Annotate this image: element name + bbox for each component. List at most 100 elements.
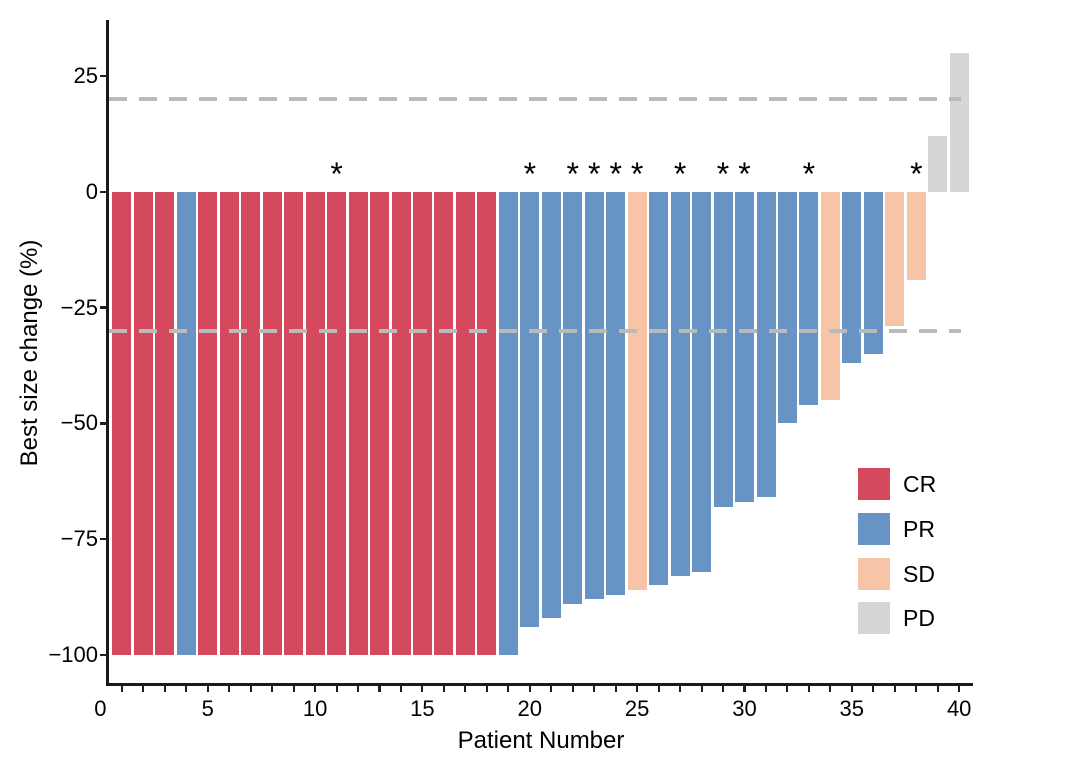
x-tick-9 (292, 685, 295, 693)
x-tick-8 (271, 685, 274, 693)
asterisk-patient-20: * (523, 156, 537, 192)
x-tick-36 (872, 685, 875, 693)
x-tick-2 (142, 685, 145, 693)
threshold-line-lower (109, 329, 961, 333)
x-axis-line (106, 683, 973, 686)
y-tick-25 (99, 74, 107, 78)
asterisk-patient-23: * (587, 156, 601, 192)
bar-patient-10 (305, 191, 325, 655)
y-tick-label-0: 0 (85, 178, 98, 204)
x-tick-23 (593, 685, 596, 693)
bar-patient-20 (520, 191, 540, 628)
bar-patient-39 (928, 136, 948, 192)
asterisk-patient-24: * (609, 156, 622, 192)
x-tick-38 (915, 685, 918, 693)
x-tick-24 (614, 685, 617, 693)
y-tick-label--75: −75 (60, 526, 98, 552)
bar-patient-21 (541, 191, 561, 618)
asterisk-patient-11: * (330, 156, 343, 192)
x-tick-label-25: 25 (624, 696, 650, 721)
x-tick-28 (700, 685, 703, 693)
x-tick-34 (829, 685, 832, 693)
x-tick-26 (657, 685, 660, 693)
asterisk-patient-33: * (802, 156, 816, 192)
x-tick-17 (464, 685, 467, 693)
y-axis-line (106, 20, 109, 686)
bar-patient-30 (735, 191, 754, 503)
x-tick-label-10: 10 (302, 696, 328, 721)
asterisk-patient-29: * (716, 156, 730, 192)
bar-patient-36 (863, 191, 883, 354)
x-tick-20 (528, 685, 531, 693)
bar-patient-3 (155, 191, 175, 655)
bar-patient-8 (262, 191, 282, 655)
bar-patient-31 (756, 191, 776, 498)
bar-patient-40 (949, 52, 969, 192)
bar-patient-7 (241, 191, 261, 655)
x-tick-18 (485, 685, 488, 693)
x-tick-label-20: 20 (517, 696, 543, 721)
bar-patient-27 (670, 191, 690, 577)
bar-patient-1 (112, 191, 132, 655)
x-tick-35 (850, 685, 853, 693)
bar-patient-38 (906, 191, 926, 280)
y-tick-label--50: −50 (60, 410, 98, 436)
x-tick-21 (550, 685, 553, 693)
x-tick-16 (442, 685, 445, 693)
x-tick-25 (636, 685, 639, 693)
x-tick-13 (378, 685, 381, 693)
x-tick-31 (764, 685, 768, 693)
x-tick-14 (399, 685, 403, 693)
bar-patient-14 (391, 191, 411, 655)
asterisk-patient-30: * (738, 156, 751, 192)
x-tick-27 (679, 685, 682, 693)
bar-patient-32 (777, 191, 797, 424)
bar-patient-33 (799, 191, 819, 405)
y-tick--25 (99, 306, 107, 309)
x-tick-1 (120, 685, 123, 693)
x-tick-15 (421, 685, 424, 693)
bar-patient-35 (842, 191, 862, 364)
x-tick-33 (807, 685, 810, 693)
x-tick-7 (249, 685, 252, 693)
bar-patient-26 (649, 191, 669, 586)
asterisk-patient-22: * (566, 156, 579, 192)
bar-patient-25 (627, 191, 647, 591)
threshold-line-upper (109, 97, 961, 101)
x-tick-label-15: 15 (410, 696, 435, 721)
bar-patient-18 (477, 191, 497, 655)
bar-patient-34 (820, 191, 840, 401)
y-tick--75 (99, 538, 107, 541)
y-tick--100 (99, 653, 107, 657)
y-tick-label--25: −25 (60, 294, 98, 320)
bar-patient-11 (327, 191, 347, 655)
bar-patient-2 (133, 191, 153, 655)
x-tick-40 (958, 685, 961, 693)
bar-patient-19 (498, 191, 518, 655)
bar-patient-4 (176, 191, 196, 655)
x-tick-39 (936, 685, 939, 693)
x-tick-19 (507, 685, 510, 693)
y-tick-label--100: −100 (48, 642, 98, 667)
x-tick-5 (206, 685, 209, 693)
x-tick-label-0: 0 (94, 696, 107, 721)
y-tick-0 (99, 190, 107, 193)
x-tick-29 (721, 685, 725, 693)
bar-patient-28 (692, 191, 712, 572)
bar-patient-17 (455, 191, 475, 655)
bar-patient-13 (370, 191, 389, 655)
x-tick-label-35: 35 (839, 696, 865, 721)
bar-patient-37 (885, 191, 905, 327)
bar-patient-12 (348, 191, 368, 655)
asterisk-patient-25: * (630, 156, 644, 192)
y-tick--50 (99, 422, 107, 425)
x-tick-3 (163, 685, 166, 693)
x-tick-6 (228, 685, 231, 693)
x-tick-label-5: 5 (201, 696, 214, 721)
x-tick-30 (743, 685, 746, 693)
y-tick-label-25: 25 (73, 62, 98, 88)
x-tick-12 (356, 685, 360, 693)
x-tick-label-30: 30 (732, 696, 757, 721)
x-tick-22 (571, 685, 574, 693)
